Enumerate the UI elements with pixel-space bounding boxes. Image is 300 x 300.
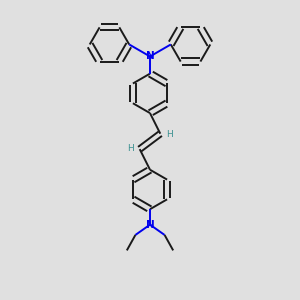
- Text: H: H: [127, 144, 134, 153]
- Text: N: N: [146, 52, 154, 61]
- Text: H: H: [167, 130, 173, 139]
- Text: N: N: [146, 220, 154, 230]
